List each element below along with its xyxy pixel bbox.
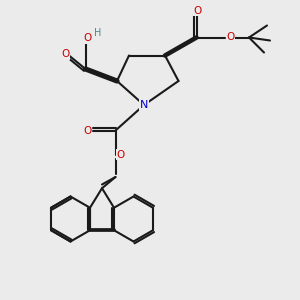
Text: H: H	[94, 28, 101, 38]
Text: O: O	[61, 49, 70, 59]
Text: O: O	[83, 33, 91, 43]
Text: O: O	[194, 5, 202, 16]
Text: N: N	[140, 100, 148, 110]
Text: O: O	[83, 125, 92, 136]
Text: O: O	[226, 32, 235, 43]
Text: O: O	[117, 149, 125, 160]
